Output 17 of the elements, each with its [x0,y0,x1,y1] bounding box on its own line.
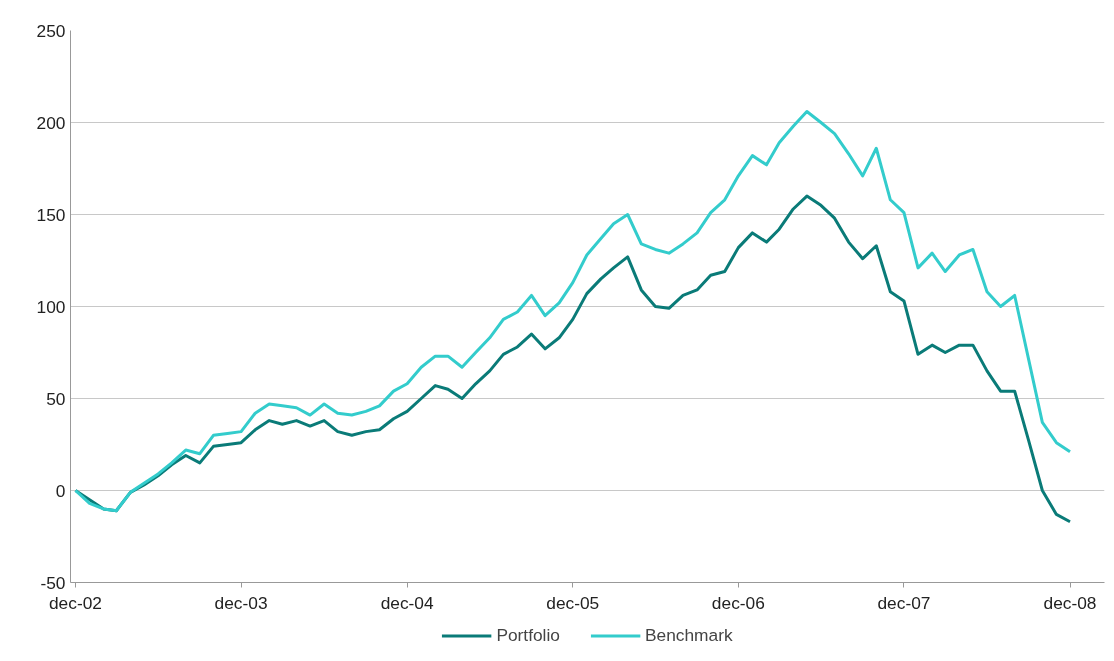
x-tick-label: dec-03 [214,592,268,613]
x-tick-label: dec-04 [380,592,435,613]
x-tick-label: dec-06 [711,592,765,613]
y-tick-label: -50 [40,572,66,593]
line-series [73,109,1072,513]
y-tick-label: 150 [36,204,66,225]
y-tick-label: 50 [46,388,66,409]
x-tick-label: dec-08 [1043,592,1097,613]
x-tick-label: dec-02 [49,592,102,613]
x-tick-label: dec-07 [877,592,931,613]
y-tick-label: 100 [36,296,66,317]
x-tick-label: dec-05 [546,592,600,613]
y-tick-label: 200 [36,112,66,133]
legend-label: Portfolio [496,624,560,646]
y-tick-label: 0 [55,480,66,501]
legend-label: Benchmark [644,624,733,646]
y-tick-label: 250 [36,20,66,41]
